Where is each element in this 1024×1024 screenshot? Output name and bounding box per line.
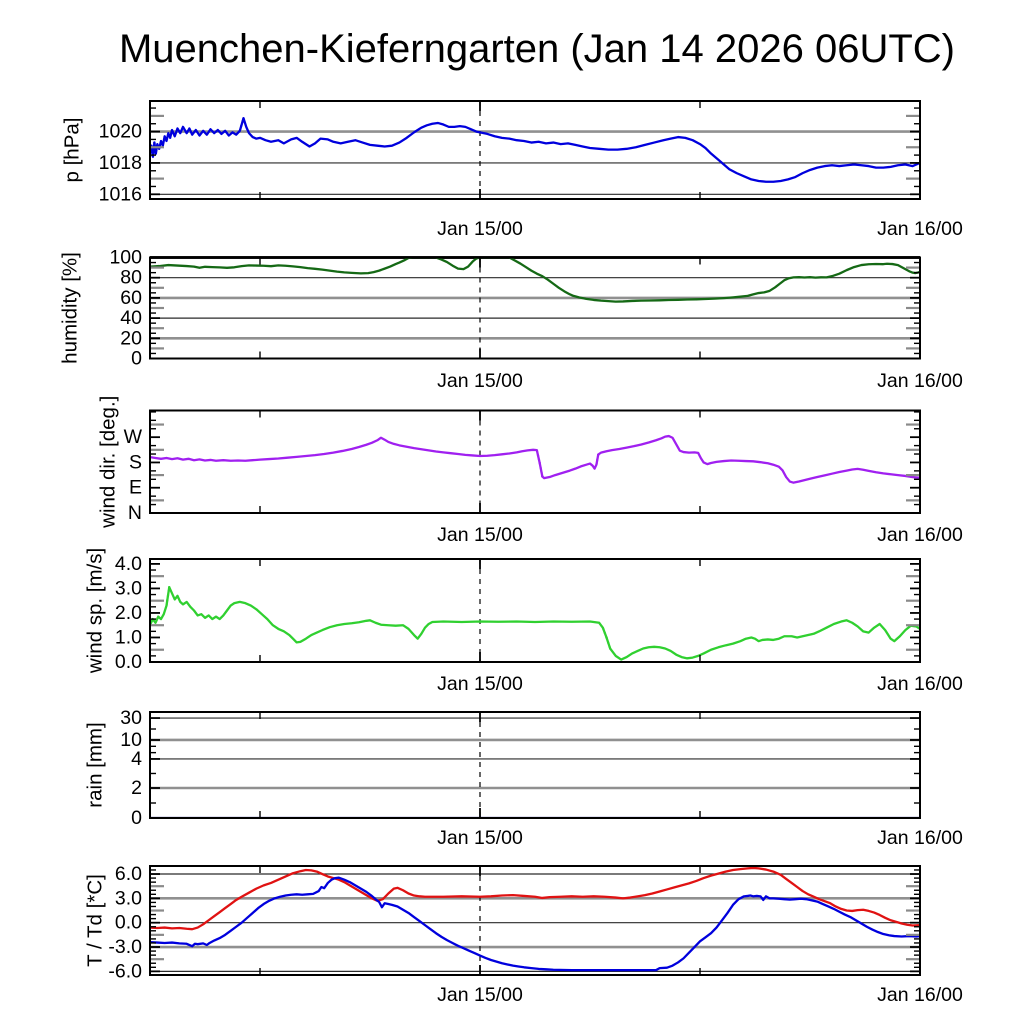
panel-wind-speed: 4.03.0 2.01.0 0.0 wind sp. [m/s] Jan 15/00 Ja… (84, 548, 963, 695)
y-tick-label: N (128, 502, 142, 524)
y-tick-label: 3.0 (115, 577, 142, 599)
series-jump-wind_speed (165, 587, 171, 606)
series-wind_dir (538, 461, 544, 478)
x-tick-label: Jan 15/00 (437, 827, 523, 849)
y-tick-label: W (124, 426, 143, 448)
y-tick-label: 4 (131, 748, 142, 770)
y-tick-label: 2.0 (115, 602, 142, 624)
y-axis-label-temperature: T / Td [*C] (84, 874, 107, 967)
y-tick-label: 60 (120, 287, 142, 309)
panel-pressure: 1020 1018 1016 p [hPa] Jan 15/00 Jan 16/00 (61, 100, 963, 240)
y-axis-label-humidity: humidity [%] (59, 252, 82, 364)
y-tick-label: 100 (109, 247, 142, 269)
panel-border (149, 865, 921, 976)
series-jump-wind_dir (535, 449, 541, 463)
x-tick-label: Jan 15/00 (437, 370, 523, 392)
series-wind_dir (150, 436, 541, 464)
panel-border (149, 711, 921, 819)
series-wind_dir (597, 434, 920, 484)
y-tick-label: 0.0 (115, 651, 142, 673)
y-tick-label: 1020 (99, 121, 143, 143)
series-T (150, 866, 920, 931)
x-tick-label: Jan 15/00 (437, 218, 523, 240)
y-tick-label: 3.0 (115, 887, 142, 909)
panel-temperature: 6.03.0 0.0-3.0-6.0T / Td [*C] Jan 15/00 Jan… (84, 863, 963, 1006)
series-pressure (154, 117, 245, 155)
y-tick-label: -6.0 (108, 960, 142, 982)
panel-border (149, 409, 921, 514)
x-tick-label: Jan 15/00 (437, 673, 523, 695)
panel-border (149, 256, 921, 360)
y-tick-label: 4.0 (115, 553, 142, 575)
y-axis-label-wind-speed: wind sp. [m/s] (84, 548, 107, 674)
series-pressure (242, 117, 920, 183)
series-Td (150, 876, 920, 972)
x-tick-label: Jan 16/00 (877, 984, 963, 1006)
x-tick-label: Jan 16/00 (877, 370, 963, 392)
y-tick-label: 20 (120, 327, 142, 349)
y-tick-label: 1018 (99, 152, 142, 174)
y-tick-label: 30 (120, 707, 142, 729)
series-jump-wind_speed (601, 627, 608, 638)
x-tick-label: Jan 16/00 (877, 218, 963, 240)
series-jump-wind_dir (595, 454, 600, 465)
y-tick-label: S (129, 451, 142, 473)
x-tick-label: Jan 16/00 (877, 827, 963, 849)
series-wind_speed (168, 586, 608, 644)
series-wind_dir (541, 453, 600, 480)
y-tick-label: -3.0 (108, 936, 142, 958)
panel-border (149, 100, 921, 200)
panel-border (149, 558, 921, 663)
y-tick-label: 80 (120, 267, 142, 289)
y-tick-label: 6.0 (115, 863, 142, 885)
y-tick-label: 10 (120, 729, 142, 751)
series-jump-wind_speed (605, 637, 612, 649)
y-tick-label: E (129, 477, 142, 499)
y-axis-label-wind-direction: wind dir. [deg.] (97, 396, 120, 529)
y-tick-label: 40 (120, 307, 142, 329)
y-tick-label: 0 (131, 348, 142, 370)
x-tick-label: Jan 15/00 (437, 524, 523, 546)
y-tick-label: 0.0 (115, 912, 142, 934)
y-axis-label-rain: rain [mm] (84, 722, 107, 807)
series-wind_speed (609, 619, 920, 661)
chart-title: Muenchen-Kieferngarten (Jan 14 2026 06UT… (119, 27, 955, 71)
y-tick-label: 1.0 (115, 626, 142, 648)
y-tick-label: 1016 (99, 183, 142, 205)
y-tick-label: 0 (131, 807, 142, 829)
y-tick-label: 2 (131, 777, 142, 799)
x-tick-label: Jan 16/00 (877, 524, 963, 546)
series-humidity (150, 257, 920, 303)
x-tick-label: Jan 15/00 (437, 984, 523, 1006)
x-tick-label: Jan 16/00 (877, 673, 963, 695)
y-axis-label-pressure: p [hPa] (61, 118, 84, 183)
